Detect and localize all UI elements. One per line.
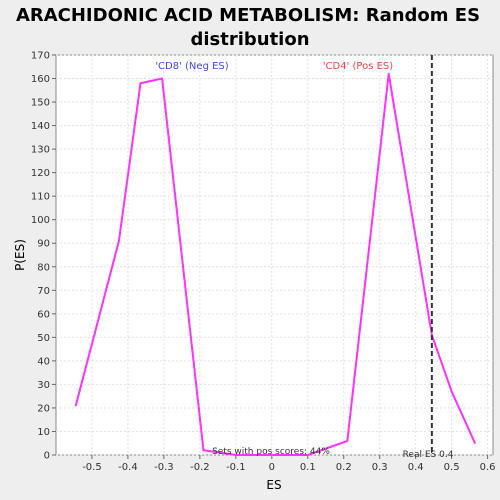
x-tick-label: -0.5 bbox=[82, 462, 102, 473]
y-tick-label: 70 bbox=[37, 286, 50, 297]
data-point bbox=[202, 449, 205, 452]
data-point bbox=[74, 404, 77, 407]
data-point bbox=[474, 442, 476, 445]
data-point bbox=[306, 454, 309, 456]
x-tick-label: 0.3 bbox=[372, 462, 388, 473]
data-point bbox=[450, 390, 453, 393]
chart-title-line-2: distribution bbox=[190, 29, 309, 50]
y-tick-label: 130 bbox=[31, 145, 50, 156]
data-point bbox=[139, 82, 142, 85]
pos-scores-annotation: Sets with pos scores: 44% bbox=[212, 447, 330, 457]
x-axis-label: ES bbox=[266, 478, 281, 492]
chart-title-line-1: ARACHIDONIC ACID METABOLISM: Random ES bbox=[16, 5, 480, 26]
y-axis: 0 10 20 30 40 50 60 70 80 90 100 110 120 130 140 150 160… bbox=[31, 51, 56, 462]
y-tick-label: 80 bbox=[37, 262, 50, 273]
x-tick-label: 0.1 bbox=[300, 462, 316, 473]
y-tick-label: 50 bbox=[37, 333, 50, 344]
grid-lines bbox=[56, 54, 493, 456]
y-tick-label: 160 bbox=[31, 74, 50, 85]
y-tick-label: 140 bbox=[31, 121, 50, 132]
y-tick-label: 170 bbox=[31, 51, 50, 62]
y-axis-label: P(ES) bbox=[13, 239, 27, 271]
x-tick-label: 0.2 bbox=[336, 462, 352, 473]
x-tick-label: 0 bbox=[269, 462, 275, 473]
y-tick-label: 150 bbox=[31, 98, 50, 109]
y-tick-label: 90 bbox=[37, 239, 50, 250]
data-point bbox=[387, 73, 390, 75]
x-tick-label: 0.6 bbox=[480, 462, 496, 473]
y-tick-label: 30 bbox=[37, 380, 50, 391]
y-tick-label: 10 bbox=[37, 427, 50, 438]
data-point bbox=[271, 454, 273, 456]
neg-es-annotation: 'CD8' (Neg ES) bbox=[155, 61, 228, 72]
pos-es-annotation: 'CD4' (Pos ES) bbox=[323, 61, 393, 72]
y-tick-label: 0 bbox=[44, 451, 50, 462]
x-tick-label: 0.5 bbox=[444, 462, 460, 473]
y-tick-label: 40 bbox=[37, 356, 50, 367]
data-point bbox=[235, 454, 237, 456]
x-tick-label: -0.1 bbox=[226, 462, 246, 473]
x-tick-label: 0.4 bbox=[408, 462, 424, 473]
y-tick-label: 120 bbox=[31, 168, 50, 179]
data-point bbox=[118, 240, 120, 242]
y-tick-label: 100 bbox=[31, 215, 50, 226]
x-tick-label: -0.4 bbox=[118, 462, 138, 473]
data-point bbox=[346, 440, 349, 442]
series-points bbox=[74, 73, 476, 456]
data-point bbox=[161, 77, 163, 80]
x-tick-label: -0.3 bbox=[154, 462, 174, 473]
plot-area bbox=[55, 54, 494, 456]
y-tick-label: 60 bbox=[37, 309, 50, 320]
x-axis: -0.5 -0.4 -0.3 -0.2 -0.1 0 0.1 0.2 0.3 0.4 0.5 0.6 bbox=[82, 455, 496, 473]
y-tick-label: 110 bbox=[31, 192, 50, 203]
real-es-label: Real ES 0.4 bbox=[403, 450, 454, 460]
x-tick-label: -0.2 bbox=[190, 462, 210, 473]
y-tick-label: 20 bbox=[37, 403, 50, 414]
